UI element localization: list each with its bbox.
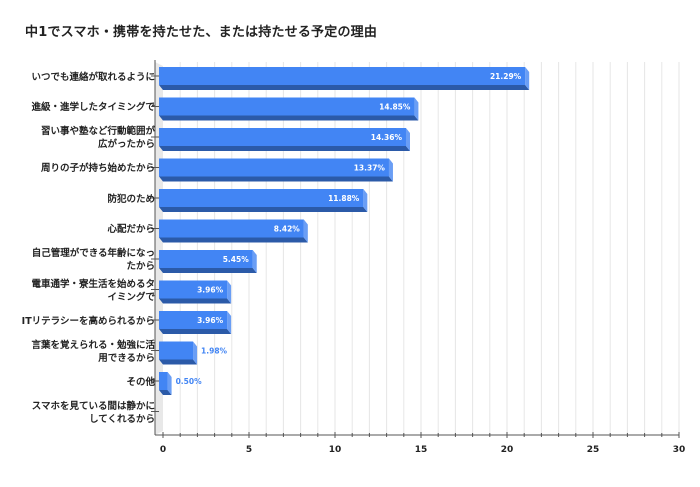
category-label: その他: [126, 376, 155, 388]
bar: [159, 97, 419, 121]
x-tick-label: 0: [160, 445, 166, 455]
bar-value-label: 14.36%: [371, 133, 403, 142]
bar: [159, 250, 257, 273]
bar: [159, 280, 232, 304]
x-tick-label: 10: [329, 445, 342, 455]
bar-value-label: 21.29%: [490, 72, 522, 81]
category-label: ITリテラシーを高められるから: [21, 315, 155, 327]
category-label: 電車通学・寮生活を始めるタ イミングで: [31, 278, 155, 303]
bar-value-label: 13.37%: [354, 164, 386, 173]
bar: [159, 372, 172, 395]
x-tick-label: 30: [673, 445, 686, 455]
category-label: 言葉を覚えられる・勉強に活 用できるから: [31, 339, 155, 364]
category-label: 防犯のため: [107, 193, 155, 205]
category-label: 進級・進学したタイミングで: [31, 102, 155, 113]
category-label: 自己管理ができる年齢になっ たから: [31, 248, 155, 272]
bar: [159, 67, 530, 90]
bar-value-label: 5.45%: [223, 255, 250, 264]
bar: [159, 219, 308, 243]
x-tick-label: 25: [587, 445, 600, 455]
bar: [159, 158, 393, 182]
x-tick-label: 20: [501, 445, 514, 455]
bar: [159, 189, 368, 212]
chart-title: 中1でスマホ・携帯を持たせた、または持たせる予定の理由: [25, 25, 378, 40]
bar-value-label: 3.96%: [197, 316, 224, 325]
bar-value-label: 3.96%: [197, 286, 224, 295]
x-tick-label: 15: [415, 445, 428, 455]
category-label: 心配だから: [107, 224, 155, 235]
bar: [159, 128, 410, 151]
bar-value-label: 0.50%: [176, 377, 203, 386]
bar-value-label: 11.88%: [328, 194, 360, 203]
bar-value-label: 1.98%: [201, 347, 228, 356]
bar: [159, 311, 232, 334]
category-label: 周りの子が持ち始めたから: [40, 163, 155, 174]
category-label: スマホを見ている間は静かに してくれるから: [31, 400, 155, 425]
x-tick-label: 5: [246, 445, 252, 455]
bar: [159, 341, 198, 365]
bar-value-label: 14.85%: [379, 103, 411, 112]
category-label: 習い事や塾など行動範囲が 広がったから: [40, 126, 155, 150]
category-label: いつでも連絡が取れるように: [31, 71, 155, 83]
bar-value-label: 8.42%: [274, 225, 301, 234]
